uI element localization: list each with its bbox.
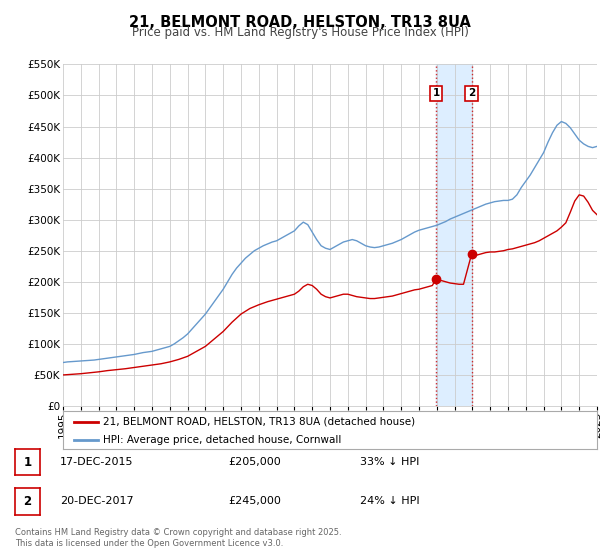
Text: 24% ↓ HPI: 24% ↓ HPI	[360, 496, 419, 506]
Text: 1: 1	[23, 455, 32, 469]
Text: £245,000: £245,000	[228, 496, 281, 506]
Text: 1: 1	[433, 88, 440, 99]
Bar	[436, 64, 472, 406]
Text: £205,000: £205,000	[228, 457, 281, 467]
Text: Contains HM Land Registry data © Crown copyright and database right 2025.
This d: Contains HM Land Registry data © Crown c…	[15, 528, 341, 548]
Text: 17-DEC-2015: 17-DEC-2015	[60, 457, 133, 467]
Text: HPI: Average price, detached house, Cornwall: HPI: Average price, detached house, Corn…	[103, 435, 341, 445]
Text: Price paid vs. HM Land Registry's House Price Index (HPI): Price paid vs. HM Land Registry's House …	[131, 26, 469, 39]
Text: 20-DEC-2017: 20-DEC-2017	[60, 496, 134, 506]
Text: 21, BELMONT ROAD, HELSTON, TR13 8UA: 21, BELMONT ROAD, HELSTON, TR13 8UA	[129, 15, 471, 30]
Text: 21, BELMONT ROAD, HELSTON, TR13 8UA (detached house): 21, BELMONT ROAD, HELSTON, TR13 8UA (det…	[103, 417, 415, 427]
Text: 2: 2	[468, 88, 475, 99]
Text: 2: 2	[23, 494, 32, 508]
Text: 33% ↓ HPI: 33% ↓ HPI	[360, 457, 419, 467]
